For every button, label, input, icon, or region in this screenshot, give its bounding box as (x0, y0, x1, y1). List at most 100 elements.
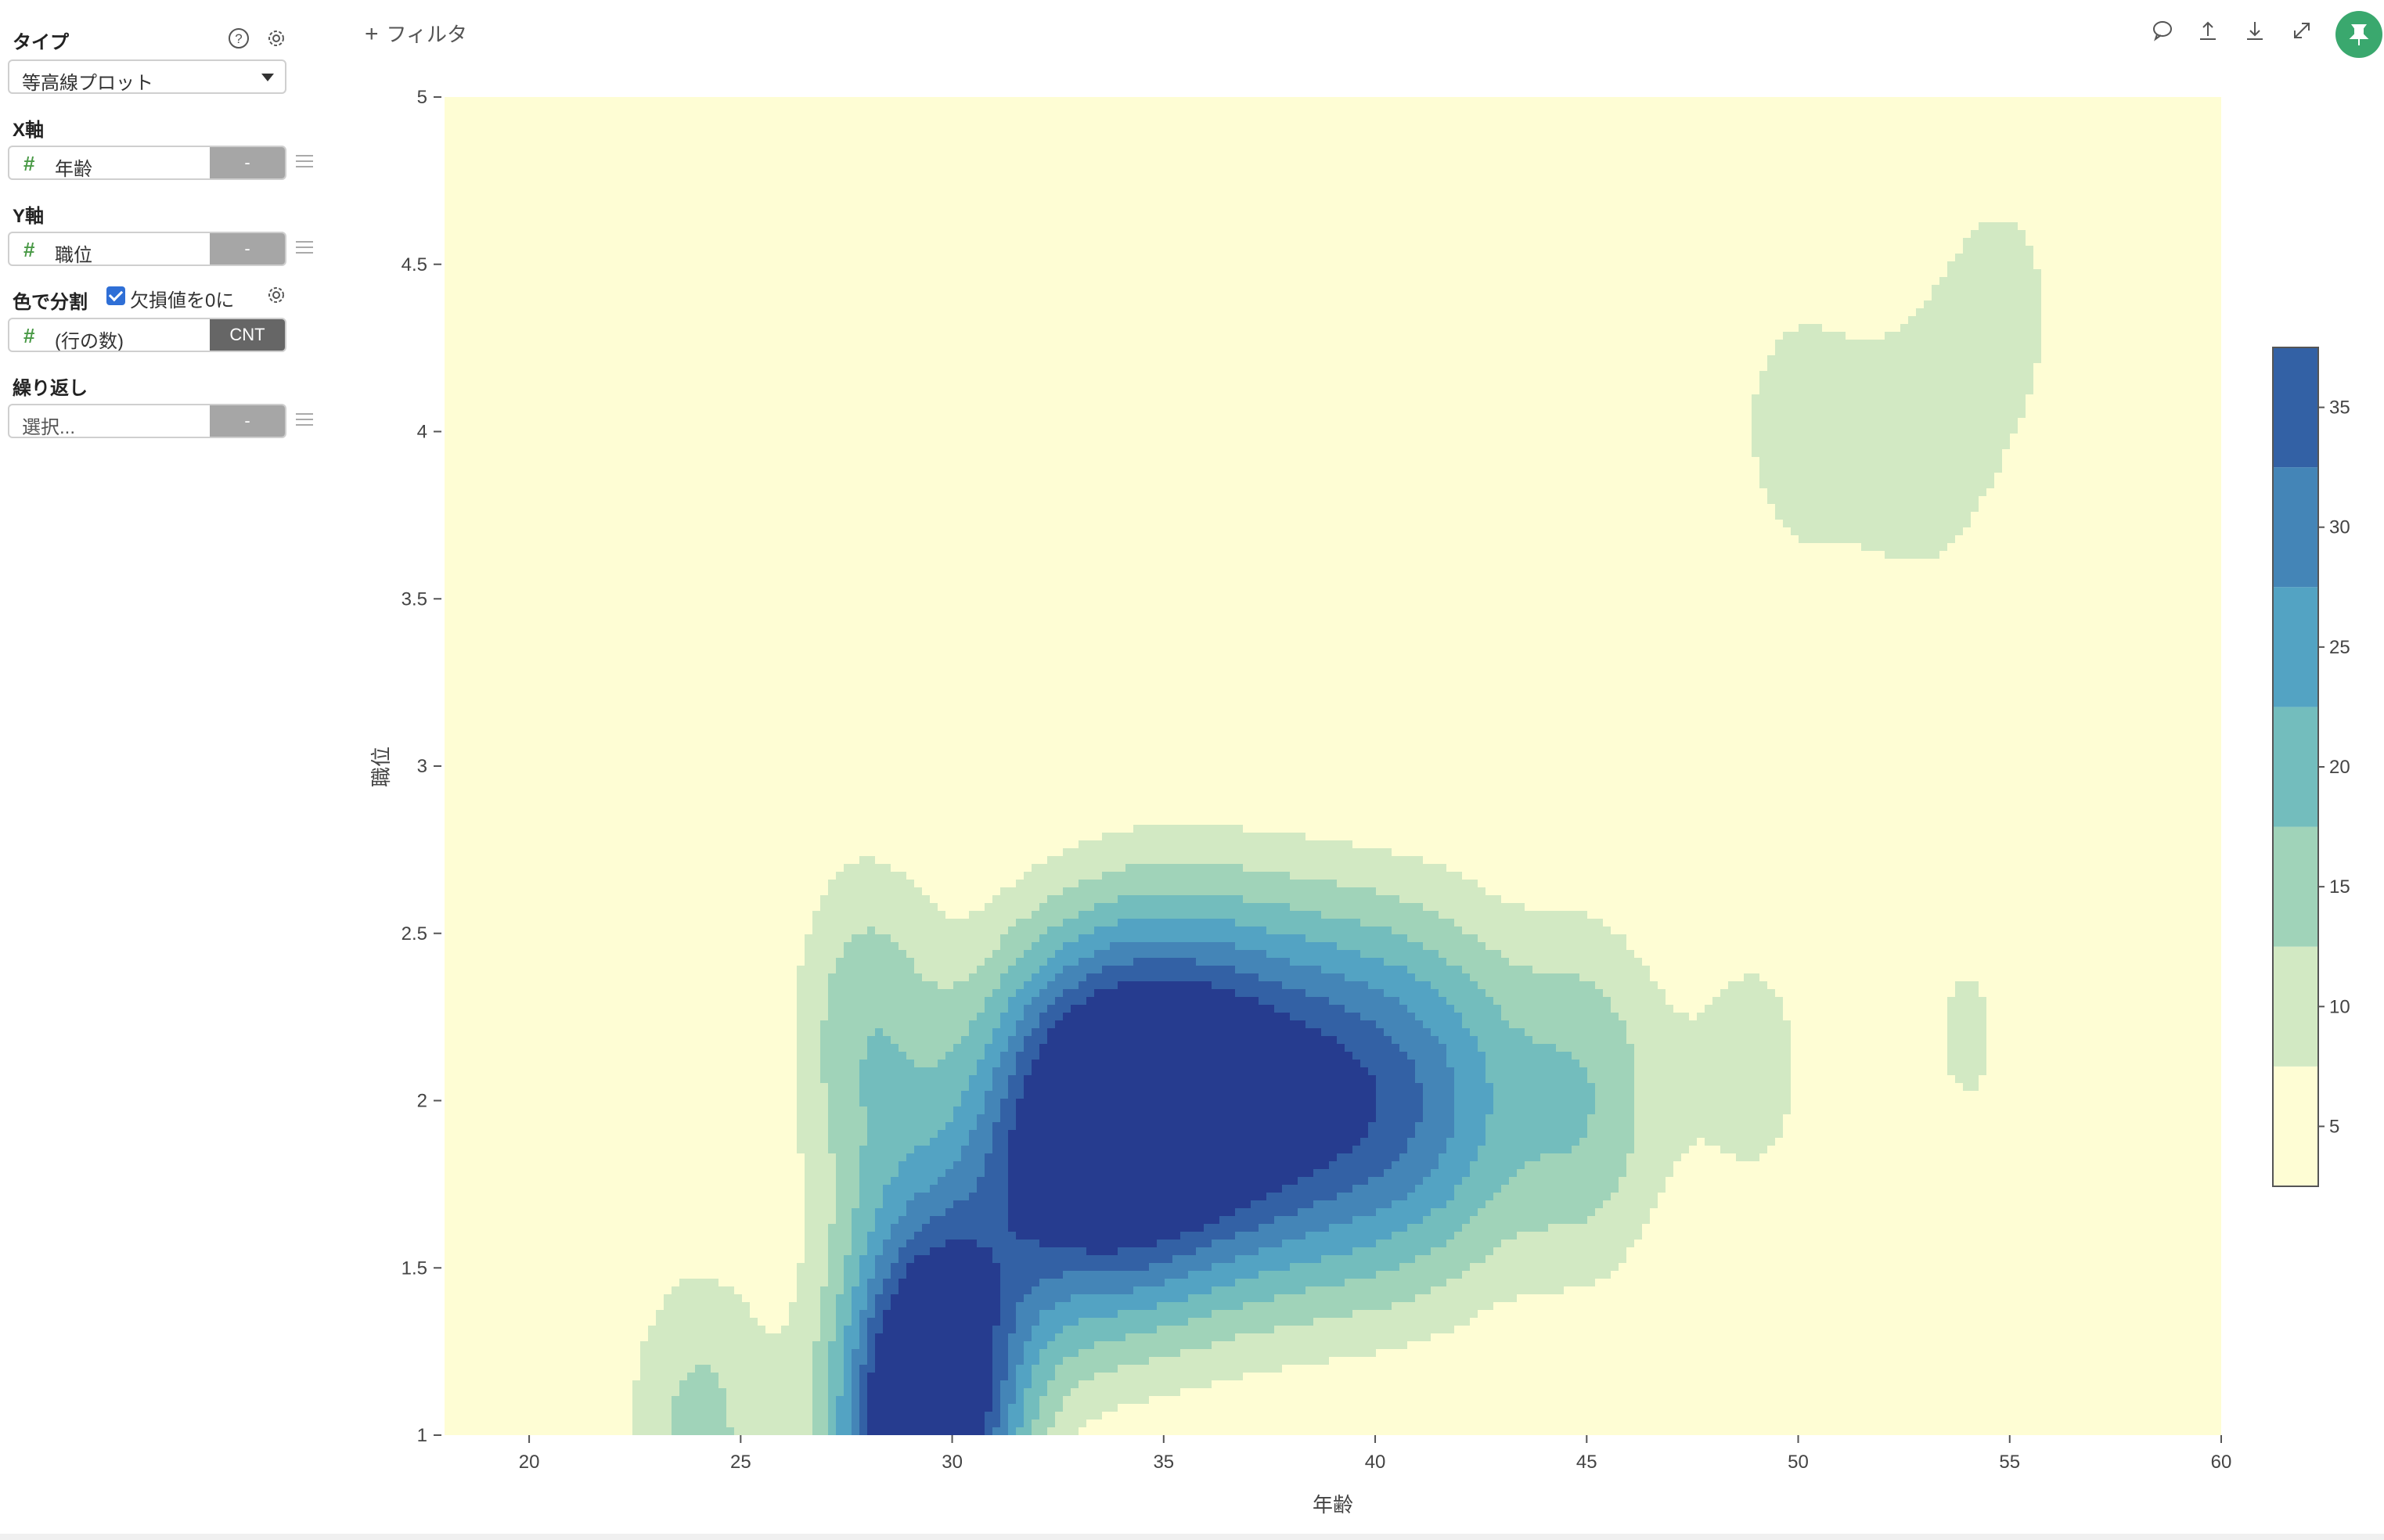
contour-band (1032, 1060, 1360, 1067)
drag-handle-icon[interactable] (296, 413, 313, 427)
x-axis-field[interactable]: # 年齢 - (8, 146, 286, 180)
contour-band (992, 1349, 1008, 1357)
contour-band (899, 1255, 914, 1263)
contour-band (1047, 895, 1118, 903)
contour-band (828, 1373, 844, 1380)
contour-band (726, 1412, 812, 1419)
contour-band (1799, 324, 1822, 332)
contour-band (1008, 1177, 1298, 1185)
contour-band (1712, 997, 1783, 1005)
contour-band (985, 1427, 992, 1435)
contour-band (875, 927, 1008, 934)
contour-band (679, 1388, 726, 1396)
missing-as-zero-label: 欠損値を0に (130, 290, 235, 311)
contour-band (1259, 973, 1345, 981)
contour-band (1470, 973, 1579, 981)
contour-band (844, 1365, 852, 1373)
contour-band (1352, 1216, 1423, 1224)
drag-handle-icon[interactable] (296, 155, 313, 169)
contour-band (875, 1271, 891, 1279)
contour-band (1008, 1208, 1235, 1216)
contour-band (1462, 927, 1611, 934)
contour-band (1016, 1028, 1032, 1036)
contour-band (1055, 1365, 1118, 1373)
contour-band (1478, 1036, 1532, 1044)
contour-band (1000, 1419, 1008, 1427)
contour-band (852, 1427, 859, 1435)
contour-band (1595, 1091, 1634, 1099)
download-icon[interactable] (2243, 19, 2267, 42)
contour-band (1634, 1106, 1791, 1114)
contour-band (1611, 1005, 1673, 1013)
y-axis-aggregation[interactable]: - (210, 233, 285, 264)
pin-button[interactable] (2335, 11, 2382, 58)
contour-band (812, 1380, 828, 1388)
colorbar-segment (2273, 467, 2318, 588)
upload-icon[interactable] (2196, 19, 2220, 42)
x-axis-aggregation[interactable]: - (210, 147, 285, 178)
settings-icon[interactable] (265, 283, 288, 307)
contour-band (1008, 927, 1047, 934)
contour-band (1947, 1020, 1986, 1028)
contour-band (828, 1349, 844, 1357)
contour-band (1016, 1326, 1032, 1333)
contour-band (1611, 997, 1666, 1005)
contour-band (828, 981, 938, 989)
x-tick-label: 45 (1576, 1452, 1597, 1473)
contour-band (1259, 1247, 1352, 1255)
y-axis-field[interactable]: # 職位 - (8, 232, 286, 266)
color-field[interactable]: # (行の数) CNT (8, 318, 286, 352)
contour-band (1063, 1357, 1149, 1365)
expand-icon[interactable] (2290, 19, 2314, 42)
contour-band (1259, 1271, 1376, 1279)
contour-band (1939, 277, 2041, 285)
drag-handle-icon[interactable] (296, 241, 313, 255)
contour-band (1619, 1185, 1666, 1193)
contour-band (1008, 1427, 1016, 1435)
contour-band (1885, 551, 1939, 559)
contour-band (1595, 1106, 1634, 1114)
repeat-aggregation[interactable]: - (210, 405, 285, 437)
repeat-field[interactable]: 選択... - (8, 404, 286, 438)
contour-band (969, 1138, 992, 1146)
numeric-type-icon: # (23, 152, 35, 175)
contour-band (1626, 1161, 1673, 1169)
contour-band (1305, 989, 1384, 997)
contour-band (828, 989, 992, 997)
contour-band (1392, 1036, 1439, 1044)
settings-icon[interactable] (265, 27, 288, 50)
contour-band (805, 1193, 836, 1200)
contour-band (914, 1060, 938, 1067)
help-icon[interactable]: ? (227, 27, 250, 50)
contour-band (1352, 1247, 1431, 1255)
missing-as-zero-checkbox[interactable] (106, 286, 125, 305)
contour-band (969, 973, 1000, 981)
contour-band (844, 864, 891, 872)
contour-band (726, 1396, 812, 1404)
contour-band (1352, 1185, 1415, 1193)
contour-band (867, 1286, 883, 1294)
contour-band (1634, 1083, 1791, 1091)
chart-type-select[interactable]: 等高線プロット (8, 59, 286, 94)
contour-band (867, 1380, 992, 1388)
contour-band (969, 1028, 992, 1036)
contour-band (1454, 1005, 1501, 1013)
contour-band (1032, 1067, 1368, 1075)
contour-band (867, 1357, 875, 1365)
contour-band (1493, 997, 1611, 1005)
color-aggregation[interactable]: CNT (210, 319, 285, 351)
contour-band (1423, 1177, 1462, 1185)
add-filter-button[interactable]: + フィルタ (365, 19, 467, 48)
contour-band (875, 1224, 891, 1232)
contour-band (1579, 1138, 1634, 1146)
contour-band (1783, 332, 1846, 340)
comment-icon[interactable] (2151, 19, 2174, 42)
contour-band (1024, 1357, 1039, 1365)
contour-band (1485, 1200, 1603, 1208)
contour-band (875, 1341, 992, 1349)
contour-band (1000, 1052, 1016, 1060)
contour-band (1063, 966, 1102, 973)
contour-band (797, 1052, 820, 1060)
contour-band (875, 1349, 992, 1357)
contour-band (797, 1122, 828, 1130)
